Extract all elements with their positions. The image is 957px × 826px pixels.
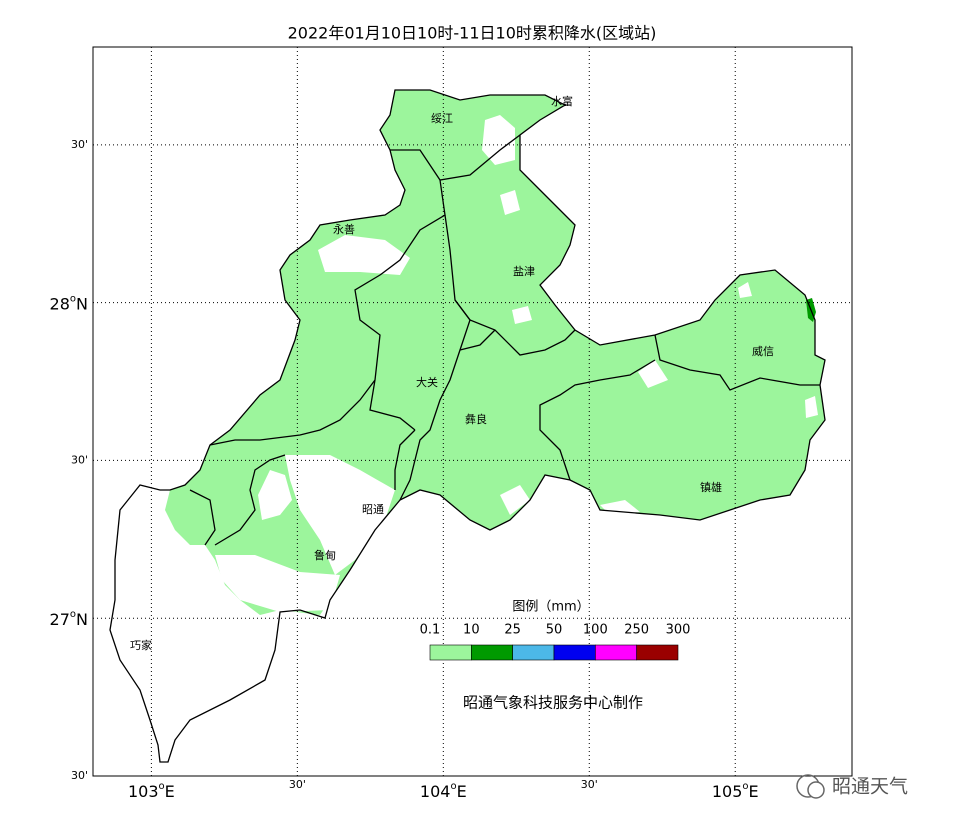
county-boundaries <box>189 134 820 546</box>
tick-unit: o <box>450 781 456 792</box>
tick-label: 30' <box>71 769 88 782</box>
legend-swatch <box>553 644 596 661</box>
legend-label: 250 <box>624 623 649 638</box>
county-label: 镇雄 <box>700 480 722 494</box>
legend-swatch <box>512 644 555 661</box>
legend-title: 图例（mm） <box>512 600 589 615</box>
tick-label: 103oE <box>128 781 175 801</box>
tick-hemisphere: E <box>165 782 175 801</box>
county-label: 大关 <box>416 375 438 389</box>
legend-label: 0.1 <box>420 623 441 638</box>
county-label: 水富 <box>551 94 573 108</box>
legend-label: 300 <box>666 623 691 638</box>
tick-unit: o <box>70 294 76 305</box>
tick-label: 104oE <box>420 781 467 801</box>
tick-hemisphere: E <box>457 782 467 801</box>
region-base <box>110 485 280 762</box>
legend-label: 50 <box>546 623 563 638</box>
county-label: 昭通 <box>362 503 384 516</box>
legend-swatch <box>595 644 637 661</box>
tick-degree: 104 <box>420 782 451 801</box>
legend-swatch <box>429 644 472 661</box>
legend-label: 100 <box>583 623 608 638</box>
map: 绥江 水富 永善 盐津 威信 大关 彝良 镇雄 昭通 鲁甸 巧家 <box>92 46 853 777</box>
tick-label: 105oE <box>712 781 759 801</box>
tick-label: 27oN <box>50 609 88 629</box>
county-label: 永善 <box>333 222 355 236</box>
tick-unit: o <box>742 781 748 792</box>
map-title: 2022年01月10日10时-11日10时累积降水(区域站) <box>288 24 657 43</box>
tick-unit: o <box>159 781 165 792</box>
legend-label: 25 <box>504 623 521 638</box>
dry-patches <box>215 115 818 612</box>
tick-hemisphere: N <box>76 294 88 313</box>
legend-swatch <box>471 644 513 661</box>
precip-area <box>165 90 825 615</box>
county-label: 巧家 <box>130 638 152 652</box>
tick-label: 30' <box>581 778 598 791</box>
tick-label: 30' <box>289 778 306 791</box>
tick-label: 30' <box>71 453 88 466</box>
credit: 昭通气象科技服务中心制作 <box>463 694 643 712</box>
tick-degree: 28 <box>50 294 70 313</box>
legend-label: 10 <box>463 623 480 638</box>
county-label: 鲁甸 <box>314 548 336 562</box>
county-label: 彝良 <box>465 412 487 426</box>
watermark: 昭通天气 <box>796 774 908 799</box>
tick-degree: 105 <box>712 782 743 801</box>
region-boundary <box>109 89 826 763</box>
legend-swatch <box>636 644 679 661</box>
county-label: 盐津 <box>513 265 535 278</box>
tick-label: 28oN <box>50 294 88 314</box>
tick-unit: o <box>70 609 76 620</box>
tick-label: 30' <box>71 138 88 151</box>
legend: 图例（mm） 0.1 10 25 50 100 250 300 <box>420 600 691 661</box>
tick-degree: 27 <box>50 610 70 629</box>
watermark-text: 昭通天气 <box>832 776 908 798</box>
tick-degree: 103 <box>128 782 159 801</box>
watermark-icon <box>807 781 825 799</box>
map-frame <box>92 46 853 777</box>
county-label: 绥江 <box>431 112 453 125</box>
tick-hemisphere: E <box>749 782 759 801</box>
county-label: 威信 <box>752 345 774 358</box>
tick-hemisphere: N <box>76 610 88 629</box>
